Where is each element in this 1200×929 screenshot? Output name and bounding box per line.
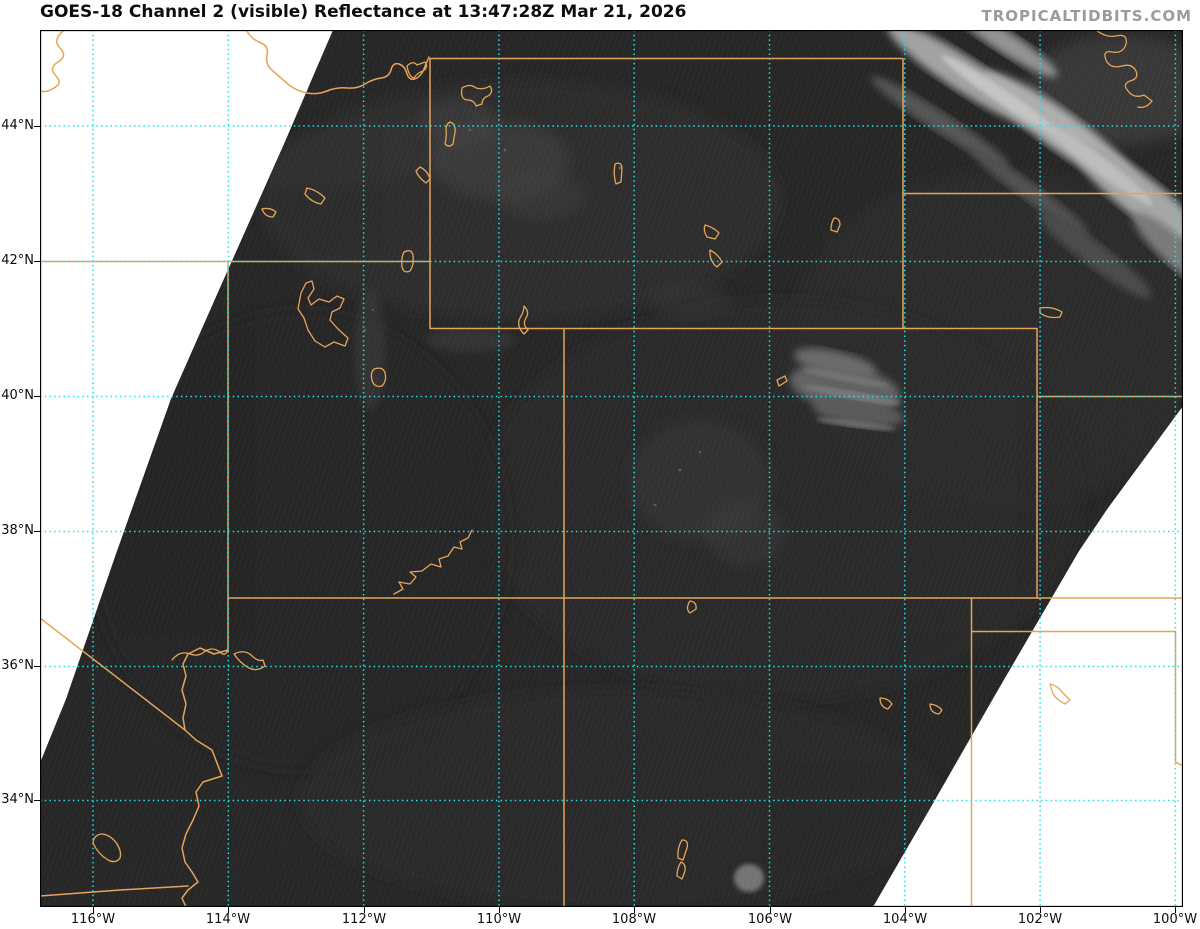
x-axis-label: 108°W — [611, 912, 657, 927]
navajo-reservoir — [686, 600, 697, 614]
x-axis-tick — [228, 907, 229, 913]
lake-meredith — [1049, 683, 1071, 705]
x-axis-tick — [93, 907, 94, 913]
caballo-lake — [676, 861, 686, 880]
lake-mead — [171, 647, 229, 661]
conchas-lake — [879, 697, 893, 710]
bear-lake — [401, 250, 414, 273]
border-mexico — [40, 885, 189, 897]
glendo-reservoir — [830, 217, 841, 233]
x-axis-label: 114°W — [205, 912, 251, 927]
elephant-butte — [677, 839, 689, 861]
y-axis-tick — [34, 126, 40, 127]
flaming-gorge — [518, 305, 529, 335]
x-axis-tick — [1040, 907, 1041, 913]
x-axis-label: 116°W — [70, 912, 116, 927]
border-snake-river — [40, 30, 65, 93]
x-axis-tick — [770, 907, 771, 913]
x-axis-tick — [634, 907, 635, 913]
salton-sea — [92, 833, 122, 863]
grand-lake — [776, 375, 788, 387]
small-lake-idaho — [261, 207, 277, 218]
x-axis-label: 110°W — [476, 912, 522, 927]
y-axis-label: 44°N — [1, 118, 34, 133]
y-axis-label: 40°N — [1, 388, 34, 403]
satellite-map-canvas — [40, 30, 1183, 907]
y-axis-tick — [34, 396, 40, 397]
x-axis-label: 106°W — [747, 912, 793, 927]
jackson-lake — [444, 121, 456, 147]
santa-rosa-lake — [929, 703, 943, 715]
x-axis-label: 112°W — [341, 912, 387, 927]
x-axis-tick — [364, 907, 365, 913]
y-axis-label: 34°N — [1, 792, 34, 807]
pathfinder-reservoir — [703, 224, 720, 240]
henrys-lake — [406, 61, 428, 79]
lake-mead-east-arm — [233, 651, 266, 671]
y-axis-tick — [34, 531, 40, 532]
y-axis-label: 42°N — [1, 253, 34, 268]
page-title: GOES-18 Channel 2 (visible) Reflectance … — [40, 2, 687, 22]
x-axis-label: 100°W — [1152, 912, 1198, 927]
border-ca-nv — [40, 617, 186, 731]
y-axis-tick — [34, 666, 40, 667]
seminoe-reservoir — [709, 249, 723, 268]
lake-powell — [393, 529, 473, 595]
border-colorado-river — [181, 647, 229, 907]
boysen-reservoir — [613, 162, 623, 185]
y-axis-label: 36°N — [1, 658, 34, 673]
x-axis-tick — [905, 907, 906, 913]
border-mt-id — [245, 30, 430, 95]
utah-lake — [370, 367, 387, 388]
y-axis-tick — [34, 800, 40, 801]
x-axis-tick — [499, 907, 500, 913]
y-axis-label: 38°N — [1, 523, 34, 538]
lakes-and-rivers — [92, 30, 1153, 880]
x-axis-tick — [1175, 907, 1176, 913]
site-watermark: TROPICALTIDBITS.COM — [981, 7, 1192, 25]
lake-mcconaughy — [1039, 306, 1063, 319]
great-salt-lake — [297, 280, 349, 348]
yellowstone-lake — [460, 84, 493, 107]
missouri-river — [1095, 30, 1153, 109]
axes-frame — [40, 30, 1183, 907]
grid-lines — [40, 30, 1183, 907]
border-wyoming — [429, 57, 1038, 330]
american-falls-reservoir — [304, 187, 326, 205]
palisades-reservoir — [415, 166, 431, 184]
satellite-map — [40, 30, 1183, 907]
x-axis-label: 102°W — [1017, 912, 1063, 927]
x-axis-label: 104°W — [882, 912, 928, 927]
satellite-swath — [40, 30, 1183, 907]
y-axis-tick — [34, 261, 40, 262]
